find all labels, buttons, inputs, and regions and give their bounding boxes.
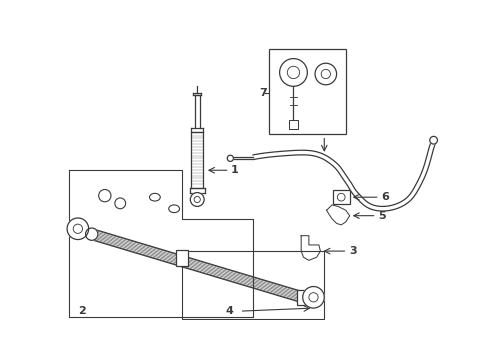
- Text: 5: 5: [378, 211, 386, 221]
- Bar: [269, 49, 346, 134]
- Circle shape: [430, 136, 438, 144]
- Text: 6: 6: [381, 192, 389, 202]
- Bar: [289, 120, 298, 130]
- Text: 7: 7: [259, 88, 267, 98]
- Bar: [333, 190, 350, 204]
- Bar: [191, 132, 203, 188]
- Text: 2: 2: [78, 306, 86, 316]
- Text: 3: 3: [349, 246, 357, 256]
- Bar: [175, 250, 188, 266]
- Bar: [296, 289, 309, 305]
- Circle shape: [227, 155, 233, 161]
- Bar: [182, 251, 324, 319]
- Circle shape: [315, 63, 337, 85]
- Text: 4: 4: [319, 125, 327, 134]
- Circle shape: [303, 287, 324, 308]
- Text: 4: 4: [226, 306, 234, 316]
- Text: 1: 1: [231, 165, 239, 175]
- Circle shape: [67, 218, 89, 239]
- Circle shape: [280, 59, 307, 86]
- Circle shape: [190, 193, 204, 206]
- Circle shape: [86, 228, 98, 240]
